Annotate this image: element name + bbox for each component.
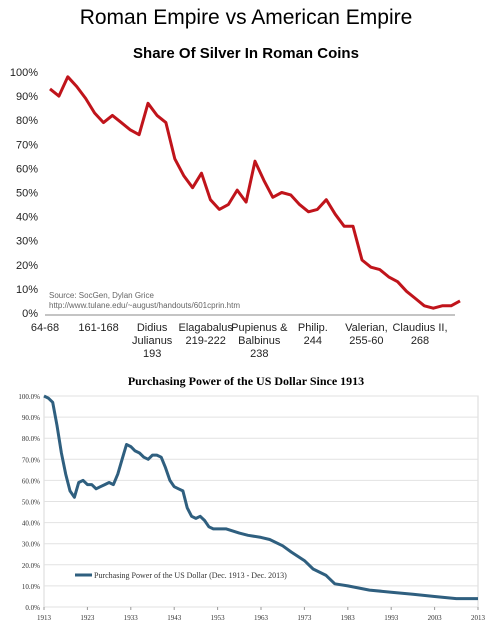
source-note: Source: SocGen, Dylan Grice (49, 291, 154, 300)
y-tick-label: 100% (10, 67, 38, 79)
page-title: Roman Empire vs American Empire (79, 6, 413, 29)
legend: Purchasing Power of the US Dollar (Dec. … (75, 571, 287, 580)
y-tick-label: 10.0% (22, 583, 40, 591)
x-category-label: Valerian, 255-60 (345, 322, 388, 347)
x-category-label: Philip. 244 (298, 322, 328, 347)
x-tick-label: 1953 (211, 614, 226, 622)
y-tick-label: 60.0% (22, 477, 40, 485)
x-category-label: 64-68 (31, 322, 59, 334)
y-tick-label: 70.0% (22, 456, 40, 464)
x-tick-label: 1973 (297, 614, 312, 622)
x-category-label: Elagabalus 219-222 (178, 322, 233, 347)
y-tick-label: 80% (16, 115, 38, 127)
y-tick-label: 40% (16, 212, 38, 224)
chart-title: Purchasing Power of the US Dollar Since … (128, 374, 364, 388)
x-tick-label: 1983 (341, 614, 356, 622)
x-tick-label: 1923 (80, 614, 95, 622)
y-tick-label: 30% (16, 236, 38, 248)
x-tick-label: 1993 (384, 614, 399, 622)
y-tick-label: 100.0% (18, 393, 40, 401)
silver-share-line (49, 75, 461, 310)
chart-title: Share Of Silver In Roman Coins (133, 45, 359, 62)
x-category-label: Claudius II, 268 (392, 322, 447, 347)
x-tick-label: 2003 (428, 614, 443, 622)
source-note: http://www.tulane.edu/~august/handouts/6… (49, 301, 240, 310)
x-tick-label: 1963 (254, 614, 269, 622)
purchasing-power-line (43, 394, 478, 601)
x-category-label: 161-168 (78, 322, 118, 334)
y-tick-label: 0% (22, 308, 38, 320)
y-tick-label: 10% (16, 284, 38, 296)
x-tick-label: 1933 (124, 614, 139, 622)
y-tick-label: 50% (16, 188, 38, 200)
y-tick-label: 40.0% (22, 520, 40, 528)
y-tick-label: 0.0% (25, 604, 40, 612)
y-tick-label: 90.0% (22, 414, 40, 422)
silver-chart: Share Of Silver In Roman Coins 0% 10% 20% 3… (10, 45, 461, 360)
y-tick-label: 60% (16, 163, 38, 175)
x-tick-label: 1943 (167, 614, 182, 622)
y-tick-label: 50.0% (22, 499, 40, 507)
y-tick-label: 20.0% (22, 562, 40, 570)
x-tick-label: 1913 (37, 614, 52, 622)
x-category-label: Didius Julianus 193 (132, 322, 173, 360)
y-tick-label: 20% (16, 260, 38, 272)
legend-label: Purchasing Power of the US Dollar (Dec. … (94, 571, 287, 580)
x-tick-label: 2013 (471, 614, 486, 622)
y-tick-label: 80.0% (22, 435, 40, 443)
y-tick-label: 70% (16, 139, 38, 151)
y-tick-label: 30.0% (22, 541, 40, 549)
y-tick-label: 90% (16, 91, 38, 103)
x-category-label: Pupienus & Balbinus 238 (231, 322, 288, 360)
